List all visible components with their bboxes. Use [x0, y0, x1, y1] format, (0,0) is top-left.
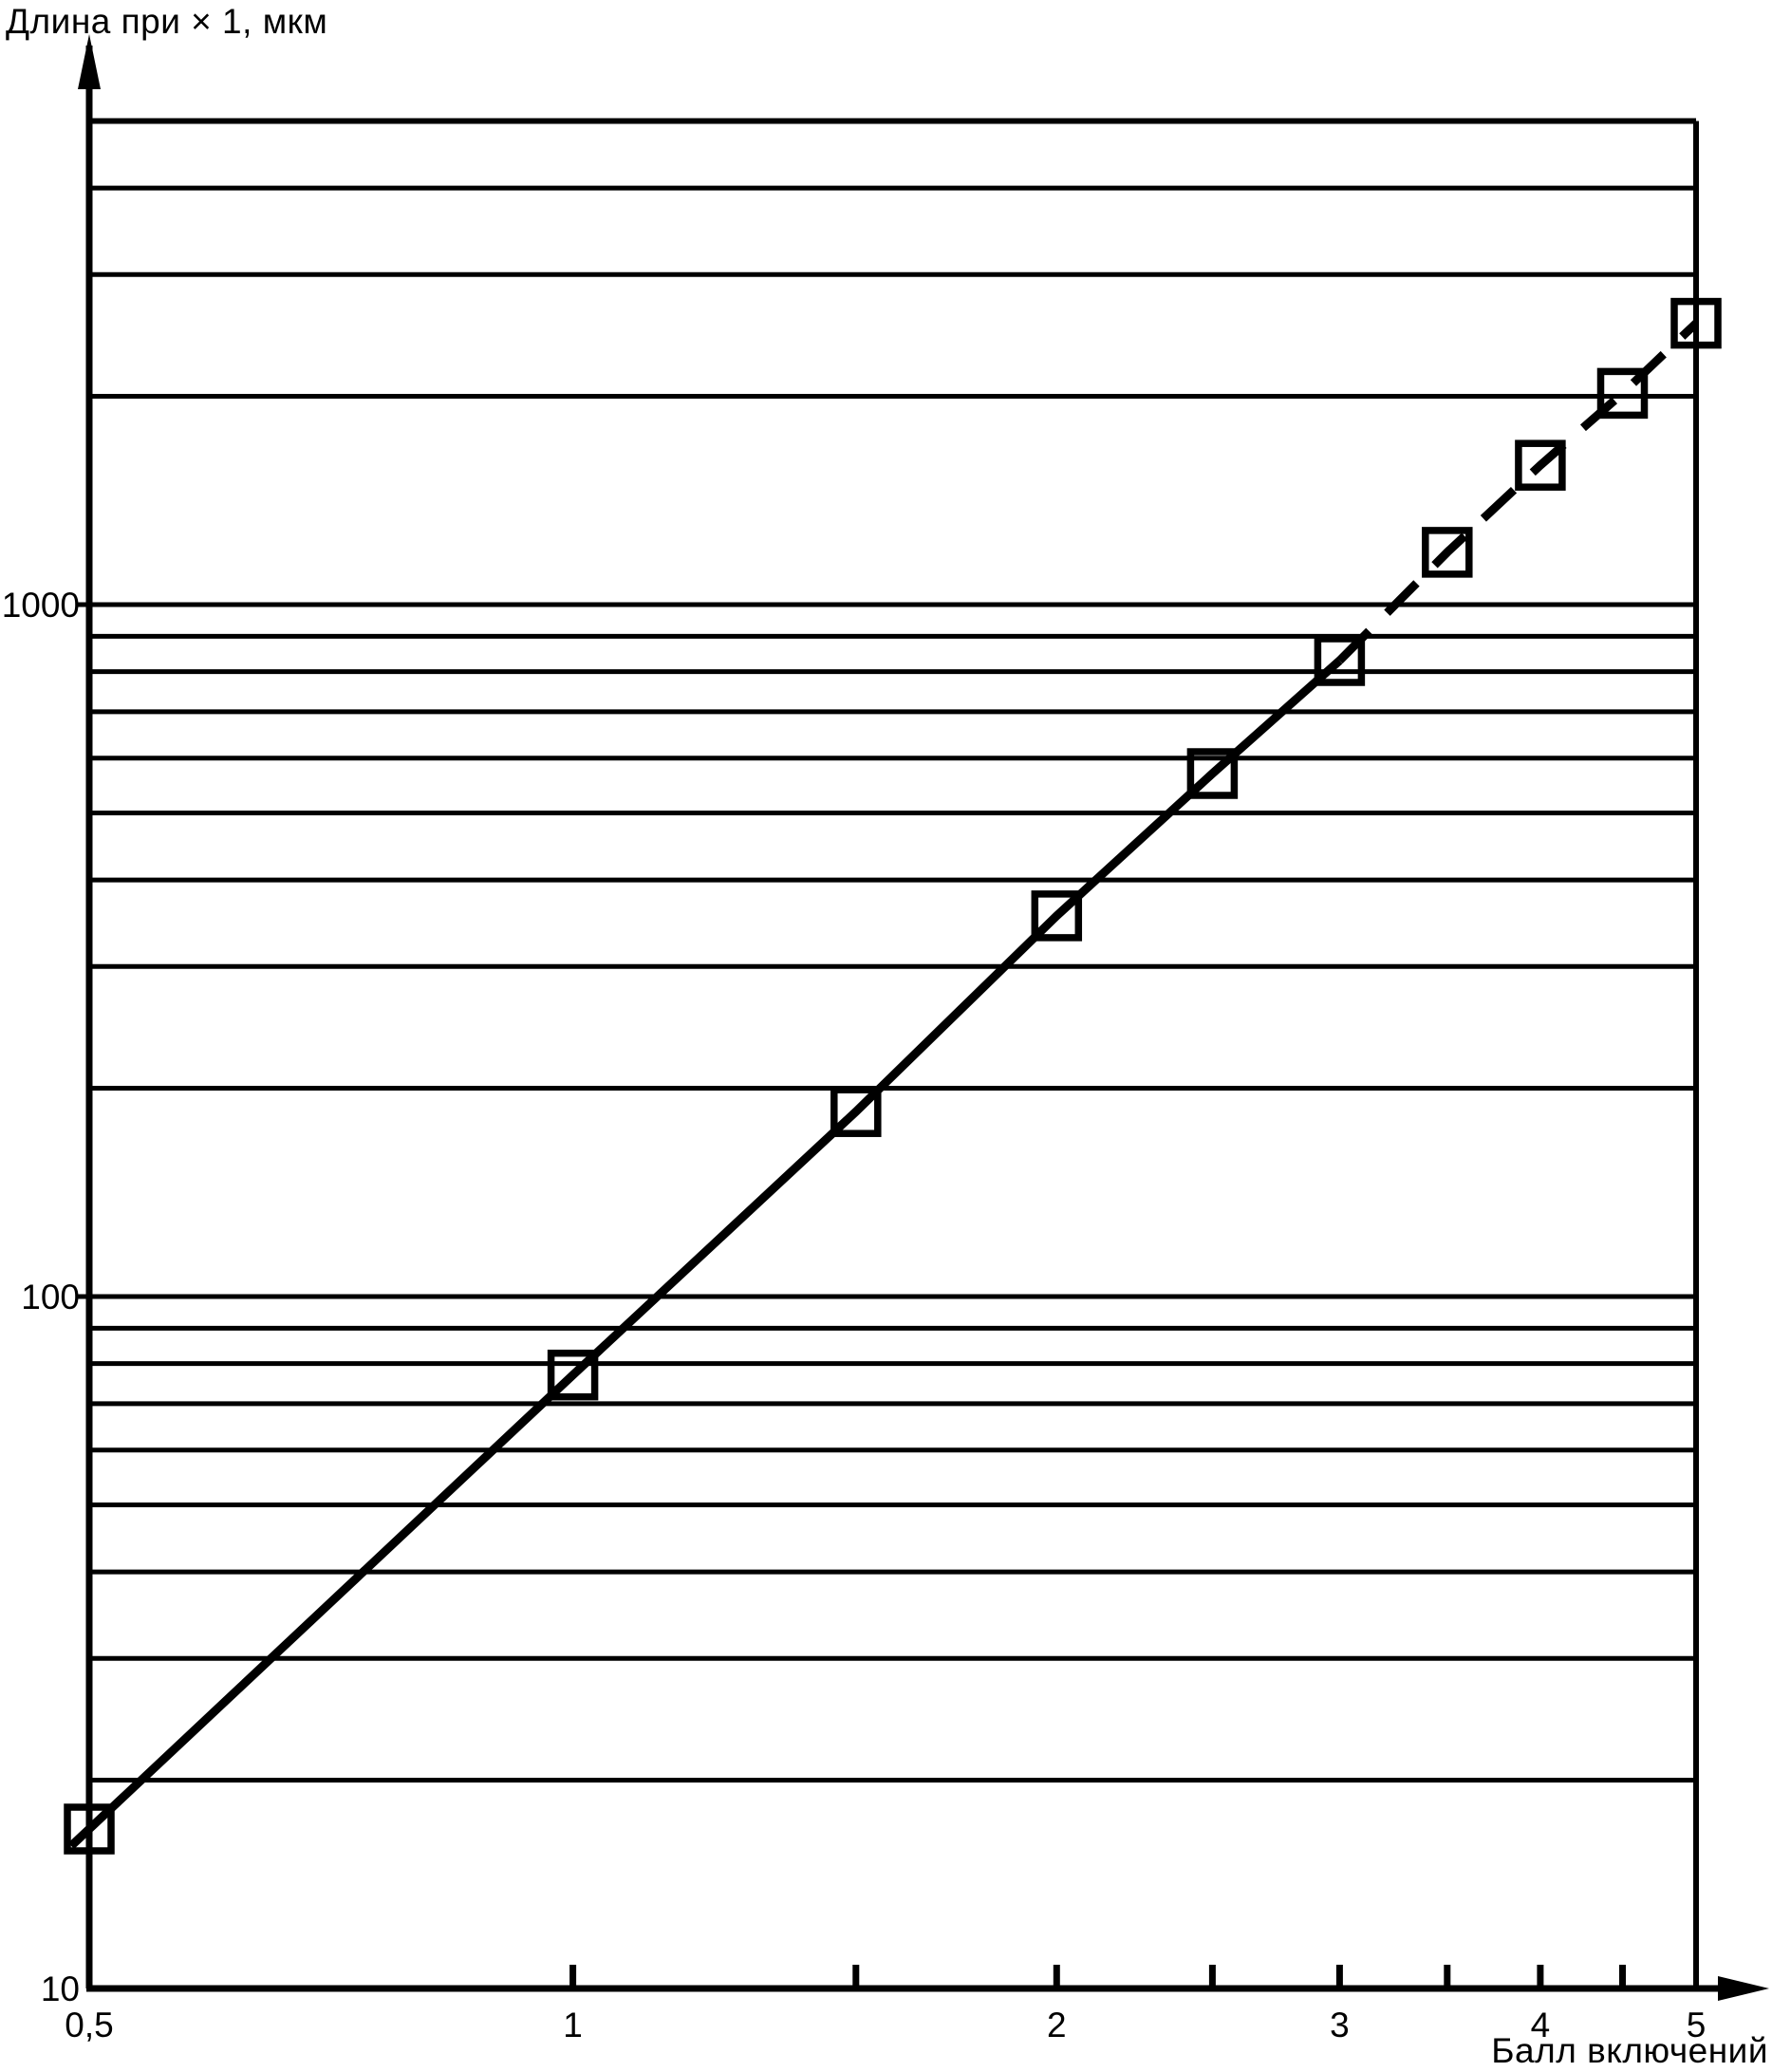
y-tick-label-100: 100 — [21, 1278, 80, 1316]
data-marker-ball-1.5 — [830, 1086, 882, 1137]
data-marker-ball-3 — [1314, 635, 1366, 686]
x-tick-label-2: 2 — [1047, 2006, 1067, 2044]
data-marker-ball-3.5 — [1422, 527, 1473, 578]
data-marker-ball-2 — [1031, 890, 1083, 942]
x-tick-label-4: 4 — [1531, 2006, 1551, 2044]
y-axis-arrowhead-icon — [78, 34, 101, 89]
x-axis-label: Балл включений — [1491, 2031, 1768, 2070]
data-marker-ball-0.5 — [64, 1803, 115, 1855]
x-tick-label-5: 5 — [1687, 2006, 1707, 2044]
x-tick-label-1: 1 — [563, 2006, 583, 2044]
data-marker-ball-4.5 — [1596, 367, 1649, 420]
y-axis-title: Длина при × 1, мкм — [6, 2, 328, 41]
data-marker-ball-1 — [547, 1349, 599, 1401]
y-tick-label-1000: 1000 — [2, 586, 80, 625]
x-tick-label-0,5: 0,5 — [65, 2006, 113, 2044]
data-marker-ball-4 — [1515, 439, 1566, 491]
x-tick-label-3: 3 — [1330, 2006, 1350, 2044]
data-marker-ball-5 — [1670, 297, 1722, 349]
data-marker-ball-2.5 — [1186, 748, 1239, 799]
x-axis-arrowhead-icon — [1718, 1976, 1769, 2001]
y-tick-label-10: 10 — [41, 1969, 80, 2008]
data-line-solid — [67, 657, 1343, 1850]
